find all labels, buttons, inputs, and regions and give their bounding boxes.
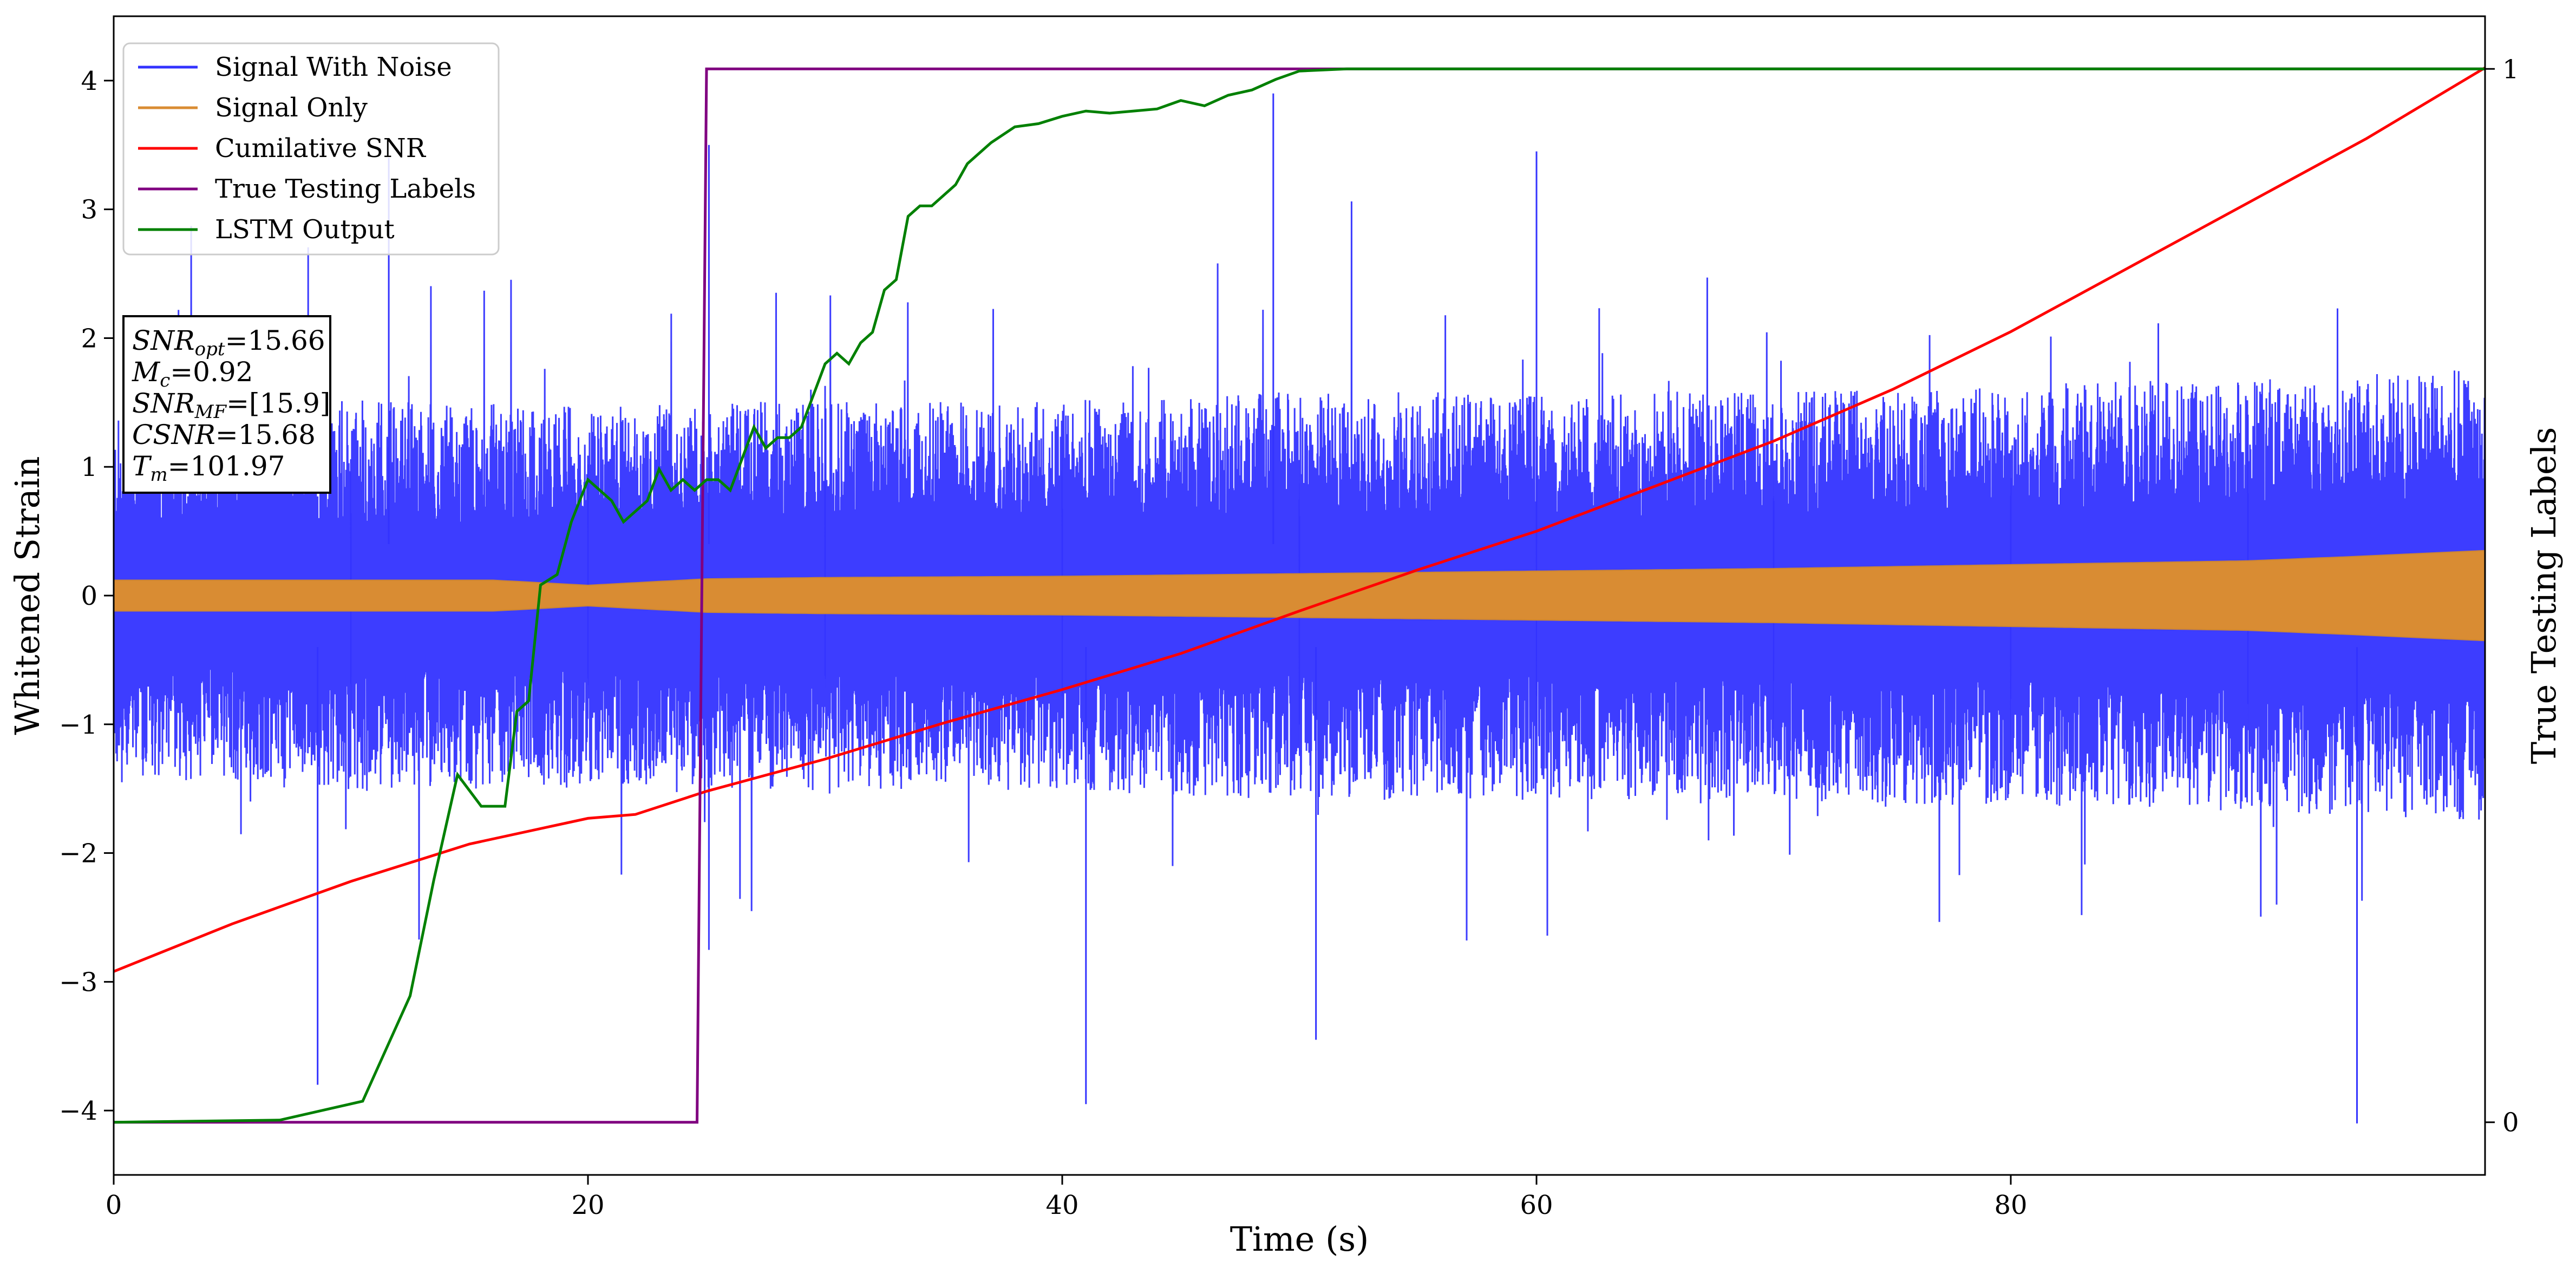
plot-area <box>114 66 2485 1124</box>
x-axis-title: Time (s) <box>1230 1219 1369 1259</box>
annotation-line: Tm=101.97 <box>132 450 285 486</box>
annotation-line: Mc=0.92 <box>132 356 253 391</box>
signal-with-noise-segment <box>2247 308 2485 917</box>
legend-label: Cumilative SNR <box>215 133 427 164</box>
cumulative-snr-series <box>114 66 2485 973</box>
y2-axis-title: True Testing Labels <box>2524 427 2564 765</box>
y-tick-label: −2 <box>59 839 97 869</box>
y-tick-label: 3 <box>81 195 97 225</box>
annotation-line: SNRopt=15.66 <box>132 325 325 360</box>
signal-only-series <box>114 550 2485 642</box>
signal-with-noise-segment <box>587 292 826 950</box>
annotation-line: SNRMF=[15.9] <box>132 388 330 423</box>
legend: Signal With Noise Signal Only Cumilative S… <box>122 42 500 256</box>
signal-with-noise-segment <box>2010 323 2249 916</box>
legend-label: LSTM Output <box>215 214 395 245</box>
parameter-annotation: SNRopt=15.66Mc=0.92SNRMF=[15.9]CSNR=15.6… <box>122 315 331 494</box>
signal-with-noise-segment <box>1298 201 1538 941</box>
y-tick-label: 0 <box>81 581 97 611</box>
legend-box <box>122 42 500 256</box>
signal-with-noise-segment <box>1061 263 1300 866</box>
y-tick-label: −4 <box>59 1096 97 1126</box>
y-tick-label: 4 <box>81 66 97 96</box>
legend-label: Signal With Noise <box>215 52 452 82</box>
lstm-output-series <box>114 67 2485 1124</box>
x-tick-label: 80 <box>1994 1190 2027 1220</box>
x-tick-label: 0 <box>106 1190 122 1220</box>
legend-label: Signal Only <box>215 93 368 123</box>
y-tick-label: −3 <box>59 967 97 997</box>
y2-tick-label: 0 <box>2502 1108 2519 1138</box>
signal-with-noise-segment <box>824 295 1063 863</box>
annotation-box <box>122 315 331 494</box>
y-tick-label: 2 <box>81 323 97 354</box>
x-tick-label: 40 <box>1045 1190 1078 1220</box>
signal-with-noise-segment <box>350 279 589 940</box>
y-tick-label: 1 <box>81 452 97 482</box>
x-tick-label: 20 <box>571 1190 604 1220</box>
y-tick-label: −1 <box>59 710 97 740</box>
y2-tick-label: 1 <box>2502 54 2519 84</box>
legend-label: True Testing Labels <box>215 174 476 204</box>
signal-with-noise-segment <box>1773 335 2012 922</box>
y-axis-title: Whitened Strain <box>8 456 47 735</box>
annotation-line: CSNR=15.68 <box>132 419 316 450</box>
x-tick-label: 60 <box>1520 1190 1553 1220</box>
